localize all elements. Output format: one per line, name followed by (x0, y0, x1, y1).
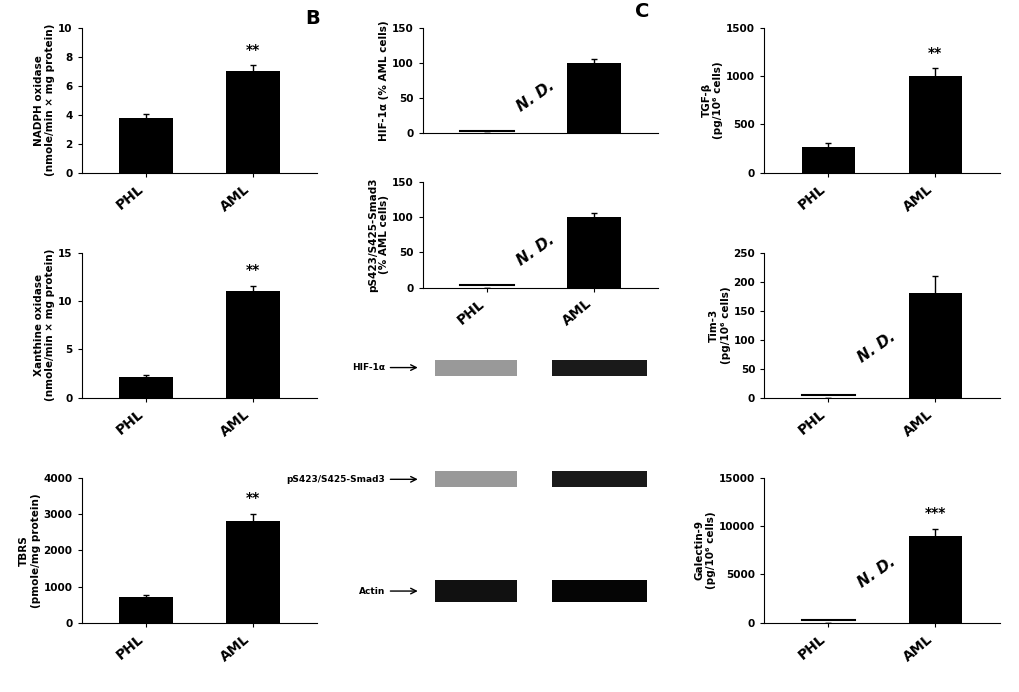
FancyBboxPatch shape (552, 360, 646, 376)
FancyBboxPatch shape (434, 471, 517, 487)
Text: pS423/S425-Smad3: pS423/S425-Smad3 (286, 475, 385, 484)
Bar (226, 291, 279, 398)
Text: N. D.: N. D. (514, 233, 556, 268)
Y-axis label: TBRS
(pmole/mg protein): TBRS (pmole/mg protein) (19, 493, 41, 608)
Text: **: ** (246, 491, 260, 505)
Y-axis label: Tim-3
(pg/10⁶ cells): Tim-3 (pg/10⁶ cells) (708, 286, 730, 364)
Text: **: ** (927, 46, 942, 60)
Y-axis label: HIF-1α (% AML cells): HIF-1α (% AML cells) (379, 20, 389, 141)
Bar (801, 147, 854, 173)
Text: N. D.: N. D. (514, 78, 556, 115)
Text: N. D.: N. D. (854, 329, 898, 365)
Y-axis label: TGF-β
(pg/10⁶ cells): TGF-β (pg/10⁶ cells) (701, 62, 722, 139)
Bar (119, 597, 172, 623)
Bar (119, 376, 172, 398)
Bar (567, 217, 621, 288)
Text: B: B (305, 8, 320, 28)
FancyBboxPatch shape (552, 471, 646, 487)
Bar (908, 293, 961, 398)
Text: Actin: Actin (359, 587, 385, 596)
Bar (567, 63, 621, 134)
Bar (908, 536, 961, 623)
FancyBboxPatch shape (552, 580, 646, 602)
Y-axis label: Xanthine oxidase
(nmole/min × mg protein): Xanthine oxidase (nmole/min × mg protein… (34, 249, 55, 401)
Y-axis label: NADPH oxidase
(nmole/min × mg protein): NADPH oxidase (nmole/min × mg protein) (34, 24, 55, 176)
Bar (119, 118, 172, 173)
FancyBboxPatch shape (434, 360, 517, 376)
Text: HIF-1α: HIF-1α (352, 363, 385, 372)
Bar (908, 76, 961, 173)
Text: C: C (634, 1, 648, 21)
FancyBboxPatch shape (434, 580, 517, 602)
Y-axis label: pS423/S425-Smad3
(% AML cells): pS423/S425-Smad3 (% AML cells) (368, 177, 389, 292)
Y-axis label: Galectin-9
(pg/10⁶ cells): Galectin-9 (pg/10⁶ cells) (694, 511, 715, 589)
Text: **: ** (246, 43, 260, 57)
Text: ***: *** (924, 507, 946, 520)
Text: **: ** (246, 263, 260, 277)
Text: N. D.: N. D. (854, 554, 898, 590)
Bar (226, 521, 279, 623)
Bar (226, 71, 279, 173)
